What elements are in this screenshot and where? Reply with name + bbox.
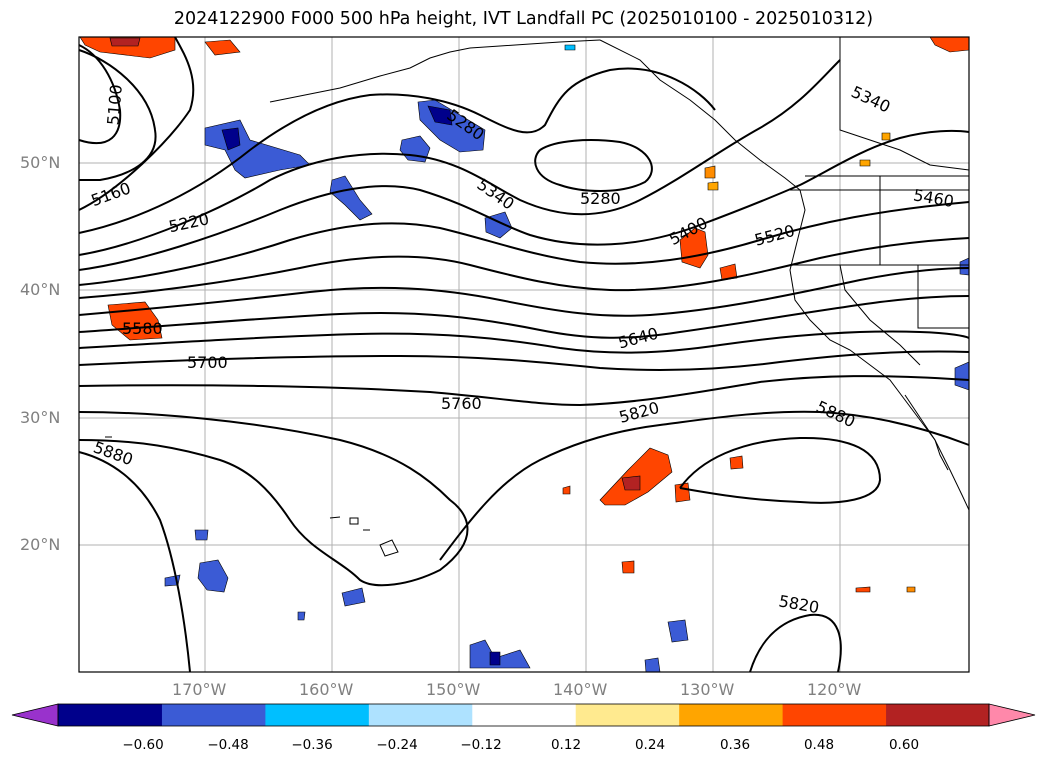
colorbar-segment: [161, 704, 266, 726]
coastlines: [105, 37, 970, 557]
longitude-label: 150°W: [426, 680, 481, 699]
colorbar-tick-label: −0.48: [207, 737, 249, 753]
contour-label: 5280: [580, 189, 621, 208]
longitude-label: 120°W: [807, 680, 862, 699]
colorbar-tick-label: 0.48: [803, 737, 835, 753]
colorbar-tick-label: −0.24: [376, 737, 418, 753]
longitude-label: 140°W: [553, 680, 608, 699]
longitude-label: 160°W: [299, 680, 354, 699]
colorbar-extend-low: [11, 703, 59, 727]
contour-label: 5700: [187, 353, 228, 372]
latitude-label: 50°N: [20, 153, 61, 172]
gridlines: [79, 37, 969, 672]
colorbar-segment: [264, 704, 369, 726]
colorbar-segment: [885, 704, 990, 726]
height-contours: [78, 36, 970, 673]
latitude-label: 30°N: [20, 408, 61, 427]
colorbar-segment: [471, 704, 576, 726]
colorbar-border: [57, 703, 990, 727]
colorbar-segment: [575, 704, 680, 726]
colorbar-segment: [368, 704, 473, 726]
contour-label: 5580: [122, 319, 163, 338]
latitude-label: 40°N: [20, 280, 61, 299]
colorbar: [11, 703, 1036, 727]
map-frame: [78, 36, 970, 673]
longitude-label: 130°W: [680, 680, 735, 699]
colorbar-tick-label: −0.12: [460, 737, 502, 753]
longitude-label: 170°W: [172, 680, 227, 699]
colorbar-segment: [678, 704, 783, 726]
map-title: 2024122900 F000 500 hPa height, IVT Land…: [173, 9, 874, 29]
colorbar-segment: [58, 704, 162, 726]
colorbar-tick-label: 0.24: [634, 737, 666, 753]
latitude-label: 20°N: [20, 535, 61, 554]
contour-label: 5100: [103, 84, 125, 126]
colorbar-segment: [782, 704, 887, 726]
colorbar-tick-label: 0.60: [888, 737, 920, 753]
colorbar-tick-label: −0.36: [291, 737, 333, 753]
colorbar-tick-label: −0.60: [122, 737, 164, 753]
colorbar-tick-label: 0.36: [719, 737, 751, 753]
colorbar-tick-label: 0.12: [550, 737, 582, 753]
colorbar-extend-high: [988, 703, 1036, 727]
contour-label: 5760: [441, 394, 482, 413]
